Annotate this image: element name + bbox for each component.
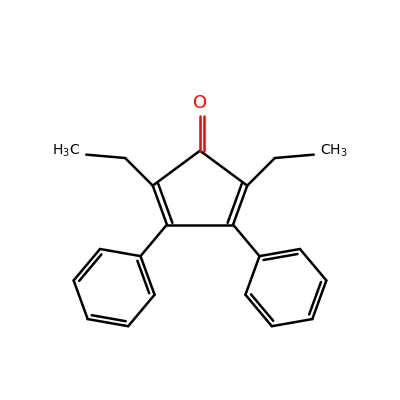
Text: CH$_3$: CH$_3$ [320, 142, 348, 159]
Text: O: O [193, 94, 207, 112]
Text: H$_3$C: H$_3$C [52, 142, 80, 159]
